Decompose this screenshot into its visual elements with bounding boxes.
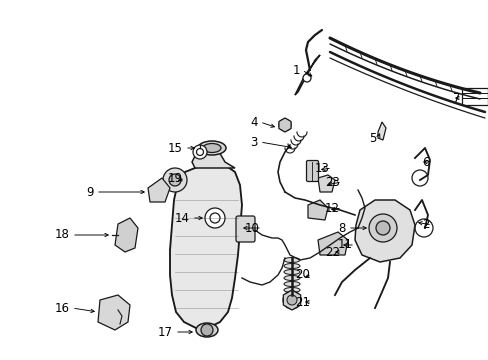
Ellipse shape: [284, 275, 299, 280]
Text: 13: 13: [314, 162, 329, 175]
Ellipse shape: [284, 288, 299, 292]
Text: 11: 11: [337, 238, 352, 252]
Text: 16: 16: [55, 302, 70, 315]
Circle shape: [204, 208, 224, 228]
Text: 19: 19: [168, 171, 183, 184]
Circle shape: [209, 213, 220, 223]
Circle shape: [286, 295, 296, 305]
Polygon shape: [377, 122, 385, 140]
Circle shape: [368, 214, 396, 242]
Text: 20: 20: [295, 269, 309, 282]
Ellipse shape: [196, 323, 218, 337]
Circle shape: [303, 74, 310, 82]
Circle shape: [411, 170, 427, 186]
Text: 18: 18: [55, 229, 70, 242]
Polygon shape: [294, 55, 319, 95]
Text: 6: 6: [422, 156, 429, 168]
Polygon shape: [192, 150, 235, 168]
Text: 7: 7: [451, 91, 459, 104]
Circle shape: [169, 174, 181, 186]
Polygon shape: [283, 290, 300, 310]
Ellipse shape: [284, 257, 299, 262]
Circle shape: [201, 324, 213, 336]
Polygon shape: [461, 88, 487, 105]
Text: 15: 15: [168, 141, 183, 154]
FancyBboxPatch shape: [306, 161, 318, 181]
FancyBboxPatch shape: [236, 216, 254, 242]
Polygon shape: [148, 178, 170, 202]
Circle shape: [282, 122, 287, 128]
Circle shape: [163, 168, 186, 192]
Circle shape: [375, 221, 389, 235]
Text: 22: 22: [325, 246, 339, 258]
Circle shape: [193, 145, 206, 159]
Polygon shape: [278, 118, 290, 132]
Text: 5: 5: [368, 131, 375, 144]
Ellipse shape: [198, 141, 225, 155]
Text: 17: 17: [158, 325, 173, 338]
Circle shape: [414, 219, 432, 237]
Ellipse shape: [284, 264, 299, 269]
Circle shape: [283, 291, 301, 309]
Circle shape: [196, 148, 203, 156]
Polygon shape: [115, 218, 138, 252]
Text: 1: 1: [292, 63, 299, 77]
Ellipse shape: [284, 282, 299, 287]
Text: 8: 8: [338, 221, 346, 234]
Text: 10: 10: [244, 221, 260, 234]
Polygon shape: [307, 200, 327, 220]
Text: 14: 14: [175, 211, 190, 225]
Text: 2: 2: [422, 219, 429, 231]
Polygon shape: [98, 295, 130, 330]
Text: 12: 12: [325, 202, 339, 215]
Polygon shape: [317, 175, 334, 192]
Text: 23: 23: [325, 175, 339, 189]
Text: 9: 9: [86, 185, 94, 198]
Polygon shape: [317, 232, 347, 255]
Ellipse shape: [284, 270, 299, 274]
Ellipse shape: [203, 144, 221, 153]
Circle shape: [279, 119, 290, 131]
Text: 21: 21: [294, 296, 309, 309]
Polygon shape: [354, 200, 414, 262]
Polygon shape: [170, 162, 242, 328]
Text: 3: 3: [250, 135, 258, 148]
Text: 4: 4: [250, 116, 258, 129]
